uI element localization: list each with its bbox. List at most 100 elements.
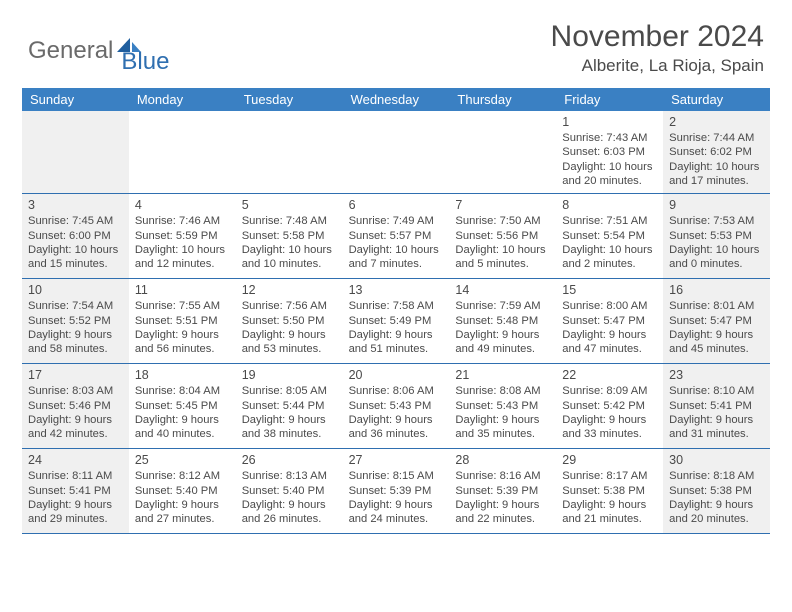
day-number: 17 xyxy=(28,367,123,383)
weekday-header: Sunday xyxy=(22,88,129,111)
sunrise-text: Sunrise: 7:50 AM xyxy=(455,214,550,228)
daylight1-text: Daylight: 9 hours xyxy=(349,328,444,342)
calendar-cell: 21Sunrise: 8:08 AMSunset: 5:43 PMDayligh… xyxy=(449,364,556,448)
daylight2-text: and 42 minutes. xyxy=(28,427,123,441)
sunset-text: Sunset: 5:53 PM xyxy=(669,229,764,243)
day-number: 26 xyxy=(242,452,337,468)
calendar-cell: 11Sunrise: 7:55 AMSunset: 5:51 PMDayligh… xyxy=(129,279,236,363)
daylight2-text: and 21 minutes. xyxy=(562,512,657,526)
sunrise-text: Sunrise: 8:15 AM xyxy=(349,469,444,483)
day-number: 2 xyxy=(669,114,764,130)
sunset-text: Sunset: 5:43 PM xyxy=(455,399,550,413)
daylight2-text: and 47 minutes. xyxy=(562,342,657,356)
calendar-cell: 15Sunrise: 8:00 AMSunset: 5:47 PMDayligh… xyxy=(556,279,663,363)
calendar-cell: 25Sunrise: 8:12 AMSunset: 5:40 PMDayligh… xyxy=(129,449,236,533)
sunrise-text: Sunrise: 8:17 AM xyxy=(562,469,657,483)
daylight1-text: Daylight: 9 hours xyxy=(669,413,764,427)
calendar-cell: 2Sunrise: 7:44 AMSunset: 6:02 PMDaylight… xyxy=(663,111,770,193)
calendar-cell: 20Sunrise: 8:06 AMSunset: 5:43 PMDayligh… xyxy=(343,364,450,448)
sunrise-text: Sunrise: 8:03 AM xyxy=(28,384,123,398)
daylight1-text: Daylight: 9 hours xyxy=(242,498,337,512)
location: Alberite, La Rioja, Spain xyxy=(551,56,764,76)
sunset-text: Sunset: 5:44 PM xyxy=(242,399,337,413)
daylight2-text: and 36 minutes. xyxy=(349,427,444,441)
sunrise-text: Sunrise: 7:46 AM xyxy=(135,214,230,228)
sunset-text: Sunset: 5:51 PM xyxy=(135,314,230,328)
sunset-text: Sunset: 5:57 PM xyxy=(349,229,444,243)
sunrise-text: Sunrise: 7:44 AM xyxy=(669,131,764,145)
day-number: 15 xyxy=(562,282,657,298)
sunset-text: Sunset: 5:58 PM xyxy=(242,229,337,243)
daylight1-text: Daylight: 9 hours xyxy=(455,498,550,512)
calendar: SundayMondayTuesdayWednesdayThursdayFrid… xyxy=(22,88,770,534)
day-number: 10 xyxy=(28,282,123,298)
weekday-header: Thursday xyxy=(449,88,556,111)
daylight1-text: Daylight: 10 hours xyxy=(349,243,444,257)
day-number: 19 xyxy=(242,367,337,383)
daylight1-text: Daylight: 9 hours xyxy=(135,328,230,342)
sunset-text: Sunset: 5:45 PM xyxy=(135,399,230,413)
sunset-text: Sunset: 5:52 PM xyxy=(28,314,123,328)
daylight2-text: and 56 minutes. xyxy=(135,342,230,356)
day-number: 16 xyxy=(669,282,764,298)
sunrise-text: Sunrise: 7:54 AM xyxy=(28,299,123,313)
daylight1-text: Daylight: 10 hours xyxy=(455,243,550,257)
sunrise-text: Sunrise: 7:56 AM xyxy=(242,299,337,313)
calendar-cell: 9Sunrise: 7:53 AMSunset: 5:53 PMDaylight… xyxy=(663,194,770,278)
daylight1-text: Daylight: 10 hours xyxy=(669,160,764,174)
daylight1-text: Daylight: 9 hours xyxy=(562,328,657,342)
day-number: 30 xyxy=(669,452,764,468)
calendar-week: 24Sunrise: 8:11 AMSunset: 5:41 PMDayligh… xyxy=(22,449,770,534)
calendar-week: 3Sunrise: 7:45 AMSunset: 6:00 PMDaylight… xyxy=(22,194,770,279)
sunrise-text: Sunrise: 7:58 AM xyxy=(349,299,444,313)
calendar-cell: 28Sunrise: 8:16 AMSunset: 5:39 PMDayligh… xyxy=(449,449,556,533)
sunrise-text: Sunrise: 8:00 AM xyxy=(562,299,657,313)
sunrise-text: Sunrise: 7:45 AM xyxy=(28,214,123,228)
day-number: 21 xyxy=(455,367,550,383)
daylight2-text: and 5 minutes. xyxy=(455,257,550,271)
weekday-header: Tuesday xyxy=(236,88,343,111)
daylight2-text: and 20 minutes. xyxy=(669,512,764,526)
day-number: 12 xyxy=(242,282,337,298)
day-number: 8 xyxy=(562,197,657,213)
sunset-text: Sunset: 5:47 PM xyxy=(562,314,657,328)
sunset-text: Sunset: 5:43 PM xyxy=(349,399,444,413)
sunrise-text: Sunrise: 7:53 AM xyxy=(669,214,764,228)
calendar-week: 1Sunrise: 7:43 AMSunset: 6:03 PMDaylight… xyxy=(22,111,770,194)
daylight1-text: Daylight: 9 hours xyxy=(669,328,764,342)
calendar-cell: 5Sunrise: 7:48 AMSunset: 5:58 PMDaylight… xyxy=(236,194,343,278)
daylight1-text: Daylight: 9 hours xyxy=(242,328,337,342)
weekday-header: Wednesday xyxy=(343,88,450,111)
calendar-cell xyxy=(236,111,343,193)
calendar-cell xyxy=(343,111,450,193)
sunrise-text: Sunrise: 8:05 AM xyxy=(242,384,337,398)
daylight2-text: and 7 minutes. xyxy=(349,257,444,271)
logo-text-blue: Blue xyxy=(121,48,169,76)
sunset-text: Sunset: 5:48 PM xyxy=(455,314,550,328)
daylight1-text: Daylight: 9 hours xyxy=(28,413,123,427)
day-number: 13 xyxy=(349,282,444,298)
sunset-text: Sunset: 5:59 PM xyxy=(135,229,230,243)
day-number: 20 xyxy=(349,367,444,383)
daylight2-text: and 26 minutes. xyxy=(242,512,337,526)
day-number: 5 xyxy=(242,197,337,213)
day-number: 4 xyxy=(135,197,230,213)
day-number: 18 xyxy=(135,367,230,383)
daylight2-text: and 24 minutes. xyxy=(349,512,444,526)
day-number: 1 xyxy=(562,114,657,130)
sunset-text: Sunset: 6:00 PM xyxy=(28,229,123,243)
calendar-cell: 23Sunrise: 8:10 AMSunset: 5:41 PMDayligh… xyxy=(663,364,770,448)
calendar-cell: 18Sunrise: 8:04 AMSunset: 5:45 PMDayligh… xyxy=(129,364,236,448)
logo-text-general: General xyxy=(28,37,113,65)
calendar-cell: 4Sunrise: 7:46 AMSunset: 5:59 PMDaylight… xyxy=(129,194,236,278)
sunrise-text: Sunrise: 8:01 AM xyxy=(669,299,764,313)
day-number: 14 xyxy=(455,282,550,298)
sunset-text: Sunset: 5:49 PM xyxy=(349,314,444,328)
calendar-week: 17Sunrise: 8:03 AMSunset: 5:46 PMDayligh… xyxy=(22,364,770,449)
daylight1-text: Daylight: 9 hours xyxy=(135,413,230,427)
calendar-cell xyxy=(129,111,236,193)
calendar-cell: 30Sunrise: 8:18 AMSunset: 5:38 PMDayligh… xyxy=(663,449,770,533)
daylight1-text: Daylight: 9 hours xyxy=(135,498,230,512)
day-number: 7 xyxy=(455,197,550,213)
daylight1-text: Daylight: 10 hours xyxy=(669,243,764,257)
